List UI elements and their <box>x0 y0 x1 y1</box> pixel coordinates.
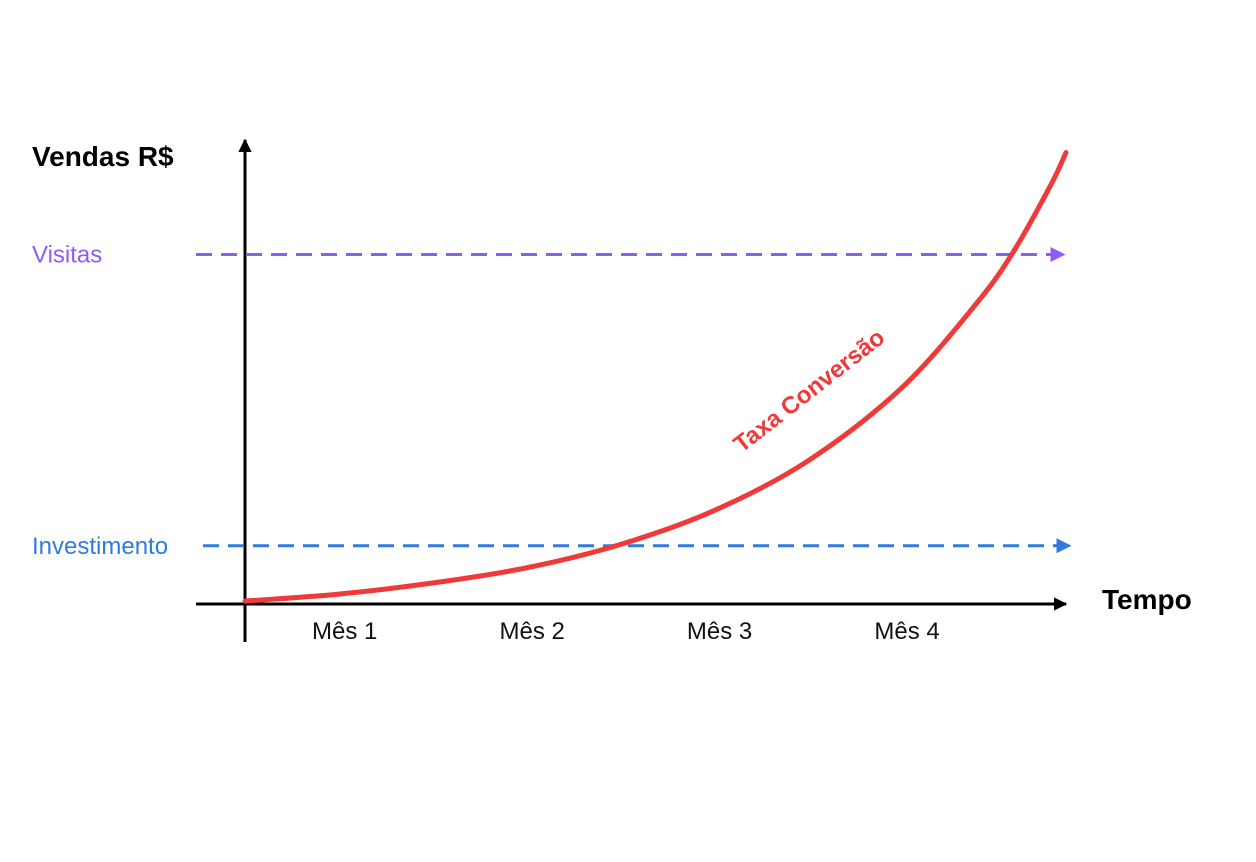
x-tick-label: Mês 1 <box>312 618 377 645</box>
ref-label-investimento: Investimento <box>32 533 168 560</box>
y-axis-title: Vendas R$ <box>32 141 174 172</box>
series-line-taxa-conversao <box>242 150 1069 604</box>
x-tick-label: Mês 4 <box>874 618 939 645</box>
x-axis-title: Tempo <box>1102 584 1192 615</box>
x-tick-label: Mês 3 <box>687 618 752 645</box>
x-tick-labels: Mês 1 Mês 2 Mês 3 Mês 4 <box>312 618 940 645</box>
x-tick-label: Mês 2 <box>499 618 564 645</box>
ref-label-visitas: Visitas <box>32 242 102 269</box>
curve-label-taxa-conversao: Taxa Conversão <box>729 324 890 458</box>
